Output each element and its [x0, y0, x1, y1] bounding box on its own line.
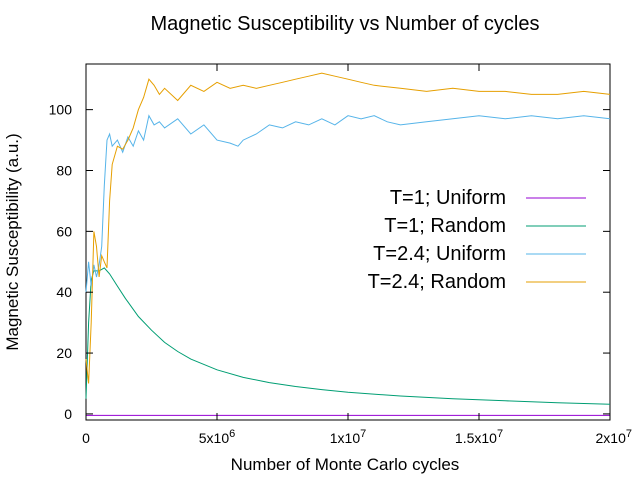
x-tick-label-2: 1x107	[330, 428, 366, 446]
x-axis-label: Number of Monte Carlo cycles	[231, 455, 460, 474]
x-tick-label-4: 2x107	[596, 428, 632, 446]
x-tick-label-3: 1.5x107	[455, 428, 503, 446]
x-tick-label-1: 5x106	[199, 428, 235, 446]
legend-label-4: T=2.4; Random	[368, 271, 506, 293]
y-tick-label-2: 40	[56, 284, 72, 300]
series-layer	[85, 72, 611, 416]
plot-area	[85, 63, 611, 421]
tick-layer: 0 20 40 60 80 100 0 5x106 1x107 1.5x107 2x107	[49, 64, 632, 446]
series-line-3	[85, 114, 611, 293]
y-tick-label-1: 20	[56, 345, 72, 361]
x-tick-label-0: 0	[82, 430, 90, 446]
y-tick-label-0: 0	[64, 406, 72, 422]
series-line-2	[85, 267, 611, 405]
chart-title: Magnetic Susceptibility vs Number of cyc…	[150, 13, 539, 35]
y-axis-label: Magnetic Susceptibility (a.u.)	[3, 133, 22, 350]
series-line-4	[85, 72, 611, 384]
legend-label-3: T=2.4; Uniform	[373, 243, 506, 265]
legend-label-2: T=1; Random	[384, 215, 506, 237]
y-tick-label-3: 60	[56, 223, 72, 239]
y-tick-label-5: 100	[49, 102, 73, 118]
y-tick-label-4: 80	[56, 162, 72, 178]
legend: T=1; Uniform T=1; Random T=2.4; Uniform T=2…	[368, 187, 586, 293]
legend-label-1: T=1; Uniform	[390, 187, 506, 209]
